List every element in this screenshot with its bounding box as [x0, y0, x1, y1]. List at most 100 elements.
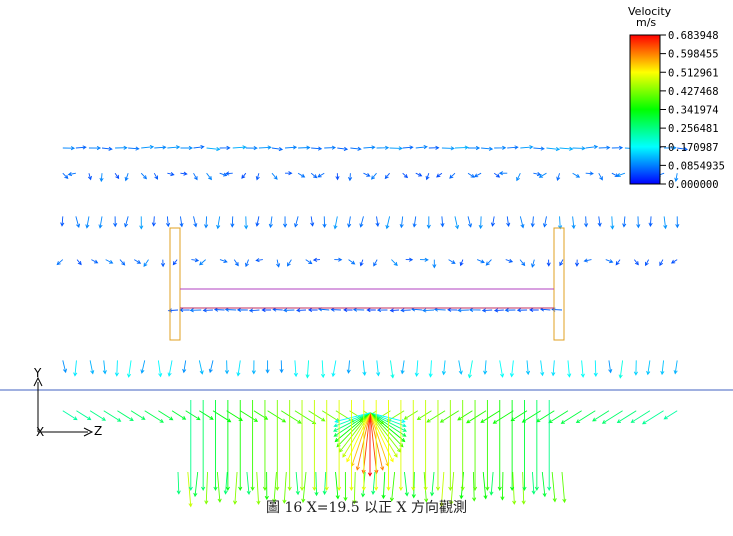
velocity-vector — [62, 172, 69, 180]
velocity-vector — [375, 216, 380, 227]
velocity-vector — [282, 308, 295, 313]
velocity-vector — [75, 216, 81, 229]
velocity-vector — [423, 400, 428, 491]
velocity-vector — [348, 259, 356, 265]
legend-tick-label: 0.427468 — [668, 86, 719, 98]
velocity-vector — [233, 471, 238, 505]
velocity-vector — [558, 216, 563, 230]
velocity-vector — [310, 216, 315, 227]
velocity-vector — [255, 216, 260, 227]
velocity-vector — [677, 147, 689, 152]
velocity-vector — [232, 145, 247, 150]
velocity-vector — [398, 400, 403, 491]
velocity-vector — [206, 147, 221, 152]
velocity-vector — [305, 360, 310, 379]
velocity-vector — [585, 144, 599, 149]
velocity-vector — [520, 145, 534, 150]
velocity-vector — [473, 172, 482, 178]
legend-title: Velocity — [628, 5, 672, 18]
velocity-vector — [238, 400, 243, 491]
velocity-vector — [605, 259, 614, 264]
velocity-vector — [560, 410, 582, 424]
velocity-vector — [633, 360, 639, 376]
velocity-vector — [538, 172, 547, 178]
velocity-vector — [272, 471, 277, 504]
velocity-vector — [381, 471, 386, 500]
velocity-vector — [352, 307, 365, 312]
velocity-vector — [556, 173, 561, 182]
velocity-vector — [482, 471, 488, 500]
velocity-vector — [347, 216, 352, 228]
velocity-vector — [199, 410, 214, 420]
velocity-vector — [189, 308, 202, 313]
velocity-vector — [472, 471, 477, 502]
velocity-vector — [673, 360, 678, 375]
velocity-vector — [236, 360, 241, 377]
velocity-vector — [264, 471, 269, 501]
velocity-vector — [103, 410, 122, 422]
velocity-vector — [405, 257, 414, 262]
velocity-vector — [572, 146, 586, 151]
velocity-vector — [346, 412, 371, 463]
velocity-vector — [320, 360, 326, 379]
velocity-vector — [268, 216, 273, 229]
velocity-vector — [230, 216, 235, 228]
velocity-vector — [525, 360, 531, 376]
velocity-vector — [193, 216, 198, 228]
velocity-vector — [403, 410, 419, 420]
velocity-vector — [663, 216, 668, 230]
velocity-vector — [261, 307, 272, 313]
velocity-vector — [597, 216, 602, 227]
velocity-vector — [447, 307, 458, 312]
velocity-vector — [158, 410, 174, 421]
velocity-vector — [522, 400, 527, 491]
velocity-vector — [633, 259, 639, 266]
velocity-vector — [85, 216, 90, 229]
velocity-vector — [331, 360, 337, 378]
velocity-vector — [322, 216, 327, 229]
velocity-vector — [448, 400, 453, 491]
velocity-vector — [498, 171, 508, 176]
velocity-vector — [225, 400, 230, 491]
velocity-vector — [139, 216, 144, 230]
velocity-vector — [206, 172, 212, 181]
velocity-vector — [547, 400, 552, 491]
velocity-vector — [645, 259, 650, 267]
velocity-vector — [256, 471, 261, 505]
velocity-vector — [363, 172, 371, 177]
velocity-vector — [504, 308, 516, 313]
velocity-vector — [366, 307, 376, 313]
velocity-vector — [439, 410, 459, 423]
velocity-vector — [60, 216, 65, 227]
velocity-vector — [337, 400, 342, 491]
velocity-vector — [468, 145, 481, 151]
velocity-vector — [276, 259, 281, 268]
velocity-vector — [185, 410, 201, 421]
velocity-vector — [98, 216, 103, 229]
velocity-vector — [376, 145, 390, 150]
velocity-vector — [449, 172, 456, 179]
velocity-vector — [240, 410, 259, 422]
velocity-vector — [312, 400, 317, 491]
velocity-vector — [219, 259, 228, 264]
velocity-vector — [542, 216, 548, 228]
velocity-vector — [660, 360, 665, 376]
velocity-vector — [343, 471, 348, 502]
velocity-vector — [428, 145, 440, 150]
velocity-vector — [191, 258, 200, 263]
velocity-vector — [330, 307, 341, 312]
velocity-vector — [267, 410, 287, 423]
velocity-vector — [531, 259, 536, 268]
velocity-vector — [376, 360, 381, 377]
velocity-vector — [374, 400, 379, 491]
velocity-vector — [551, 360, 556, 377]
velocity-vector — [580, 360, 585, 378]
velocity-vector — [172, 259, 178, 266]
velocity-vector — [509, 360, 514, 378]
velocity-vector — [499, 360, 505, 378]
velocity-vector — [87, 173, 92, 181]
velocity-vector — [369, 412, 401, 453]
velocity-vector — [516, 308, 528, 313]
velocity-vector — [348, 173, 353, 182]
velocity-vector — [56, 259, 64, 266]
